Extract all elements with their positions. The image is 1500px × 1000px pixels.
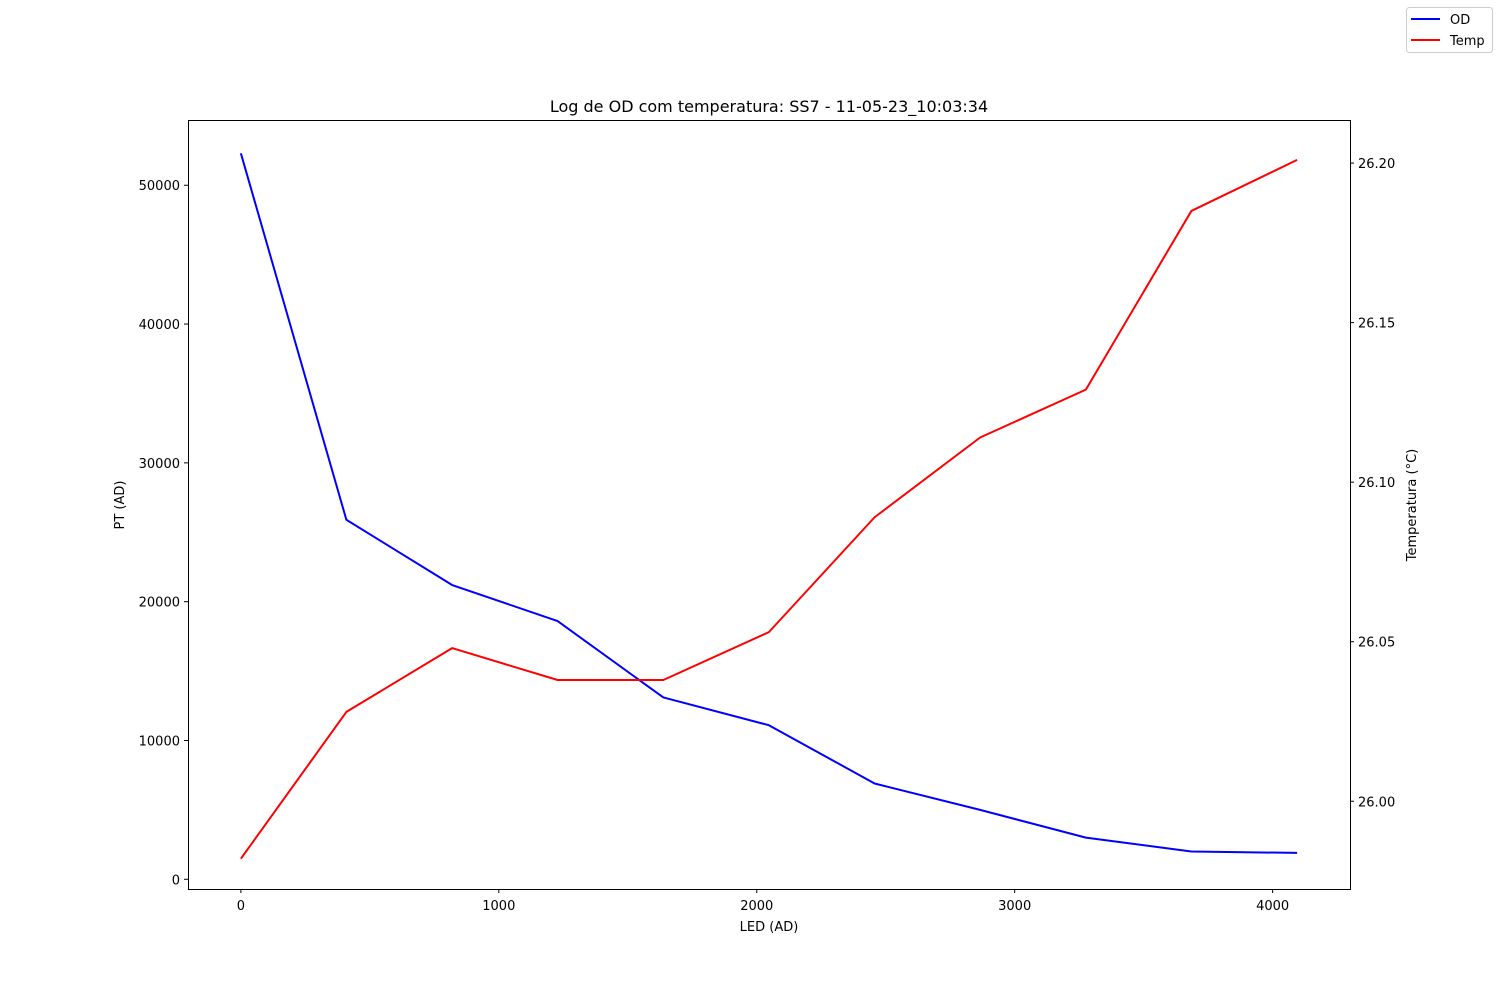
series-line-od: [239, 153, 1298, 854]
x-tick-label: 4000: [1256, 899, 1289, 914]
chart-title: Log de OD com temperatura: SS7 - 11-05-2…: [550, 97, 988, 117]
y-tick-label: 40000: [139, 318, 180, 333]
legend-label-od: OD: [1450, 13, 1470, 28]
y-tick-label: 20000: [139, 596, 180, 611]
x-axis: 0 1000 2000 3000 4000: [237, 889, 1289, 914]
series-layer: [239, 153, 1298, 860]
y-tick-label: 30000: [139, 457, 180, 472]
y-axis-label: PT (AD): [113, 481, 128, 530]
x-tick-label: 1000: [482, 899, 515, 914]
y-right-tick-label: 26.20: [1358, 157, 1395, 172]
legend: OD Temp: [1406, 7, 1493, 53]
legend-label-temp: Temp: [1449, 34, 1485, 49]
x-tick-label: 2000: [740, 899, 773, 914]
y-right-tick-label: 26.10: [1358, 476, 1395, 491]
plot-frame: [188, 120, 1351, 890]
y-tick-label: 50000: [139, 179, 180, 194]
x-axis-label: LED (AD): [740, 920, 799, 935]
y-right-tick-label: 26.00: [1358, 795, 1395, 810]
y-axis-right: 26.00 26.05 26.10 26.15 26.20: [1350, 157, 1395, 810]
y-tick-label: 10000: [139, 734, 180, 749]
y-axis-label-right: Temperatura (°C): [1405, 449, 1420, 562]
y-tick-label: 0: [172, 873, 180, 888]
y-right-tick-label: 26.15: [1358, 317, 1395, 332]
x-tick-label: 3000: [998, 899, 1031, 914]
y-axis-left: 0 10000 20000 30000 40000 50000: [139, 179, 188, 888]
y-right-tick-label: 26.05: [1358, 636, 1395, 651]
x-tick-label: 0: [237, 899, 245, 914]
series-line-temp: [240, 158, 1298, 860]
